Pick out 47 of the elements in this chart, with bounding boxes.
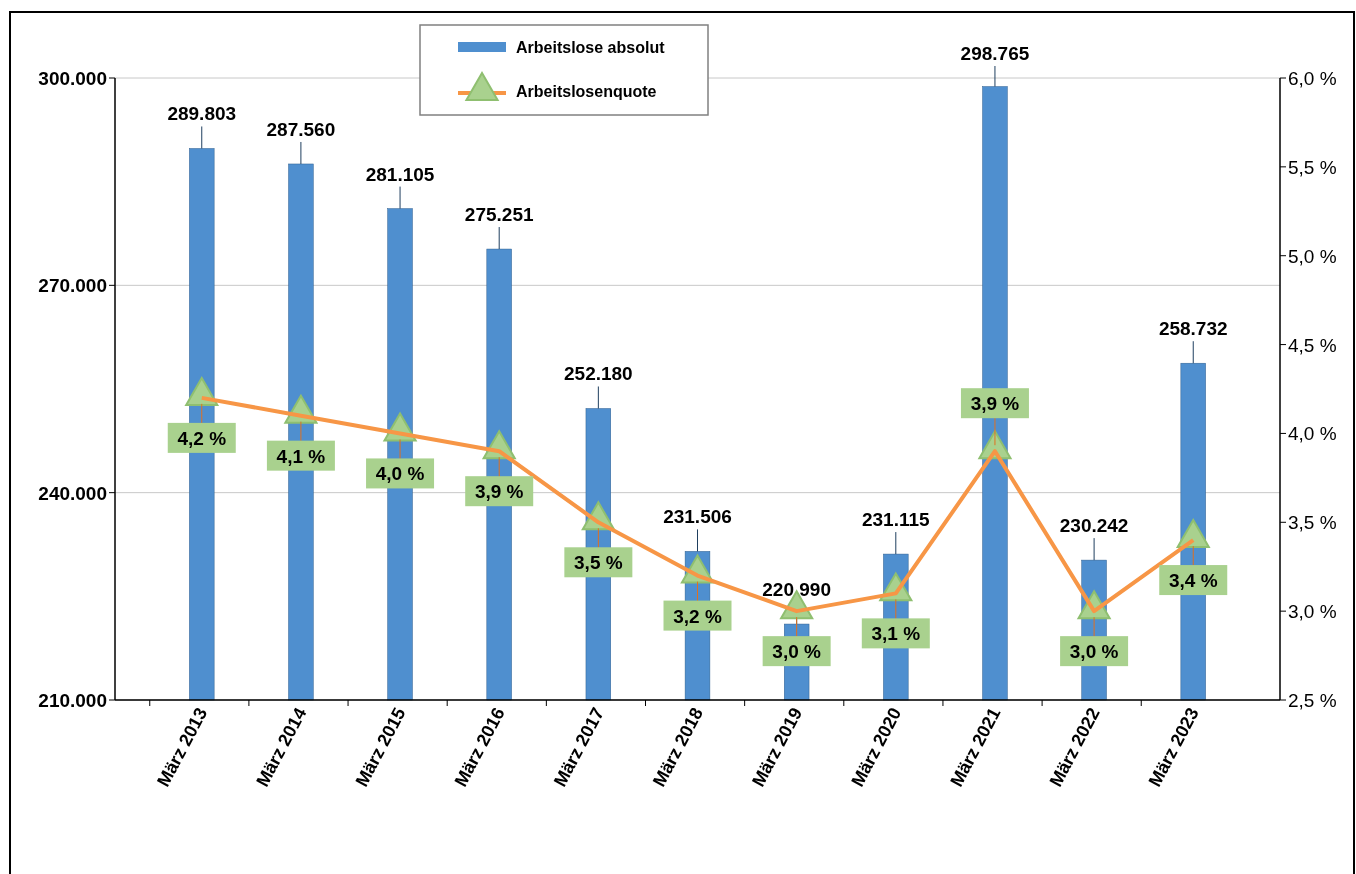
- data-label: 3,1 %: [871, 623, 921, 645]
- data-label: 281.105: [365, 163, 435, 185]
- y2-tick-label: 4,5 %: [1288, 334, 1337, 356]
- y-tick-label: 270.000: [38, 275, 107, 297]
- data-label: 275.251: [464, 204, 534, 226]
- y2-tick-label: 5,5 %: [1288, 156, 1337, 178]
- x-tick-label: März 2022: [1045, 704, 1104, 790]
- y2-tick-label: 3,5 %: [1288, 512, 1337, 534]
- data-label: 3,4 %: [1168, 570, 1218, 592]
- y2-tick-label: 6,0 %: [1288, 68, 1337, 89]
- x-tick-label: März 2015: [351, 704, 410, 790]
- y-tick-label: 240.000: [38, 482, 107, 504]
- data-label: 3,9 %: [474, 481, 524, 503]
- x-tick-label: März 2014: [252, 704, 311, 790]
- y2-tick-label: 4,0 %: [1288, 423, 1337, 445]
- data-label: 3,0 %: [772, 641, 822, 663]
- legend-label: Arbeitslosenquote: [516, 83, 657, 100]
- y2-tick-label: 5,0 %: [1288, 245, 1337, 267]
- data-label: 3,5 %: [574, 552, 623, 574]
- legend-label: Arbeitslose absolut: [516, 39, 666, 56]
- y-tick-label: 300.000: [38, 68, 107, 89]
- x-tick-label: März 2016: [450, 704, 509, 790]
- data-label: 298.765: [960, 43, 1030, 64]
- data-label: 4,0 %: [375, 463, 425, 485]
- data-label: 231.115: [861, 509, 931, 531]
- data-label: 3,9 %: [970, 393, 1020, 415]
- data-label: 289.803: [167, 103, 237, 125]
- data-label: 3,2 %: [673, 605, 722, 627]
- x-tick-label: März 2018: [648, 704, 708, 790]
- y2-tick-label: 3,0 %: [1288, 601, 1337, 623]
- data-label: 252.180: [564, 363, 633, 385]
- x-tick-label: März 2020: [847, 704, 906, 790]
- data-label: 220.990: [762, 579, 831, 601]
- data-label: 3,0 %: [1069, 641, 1119, 663]
- data-label: 287.560: [266, 118, 336, 140]
- x-tick-label: März 2023: [1144, 704, 1203, 790]
- x-tick-label: März 2021: [946, 704, 1005, 790]
- x-tick-label: März 2017: [549, 704, 608, 790]
- x-tick-label: März 2013: [153, 704, 212, 790]
- y2-tick-label: 2,5 %: [1288, 690, 1337, 711]
- x-tick-label: März 2019: [748, 704, 807, 790]
- data-label: 230.242: [1059, 515, 1129, 537]
- y-tick-label: 210.000: [38, 690, 107, 711]
- data-label: 4,1 %: [276, 445, 326, 467]
- data-label: 258.732: [1158, 318, 1228, 340]
- data-label: 4,2 %: [177, 427, 227, 449]
- data-label: 231.506: [663, 506, 732, 528]
